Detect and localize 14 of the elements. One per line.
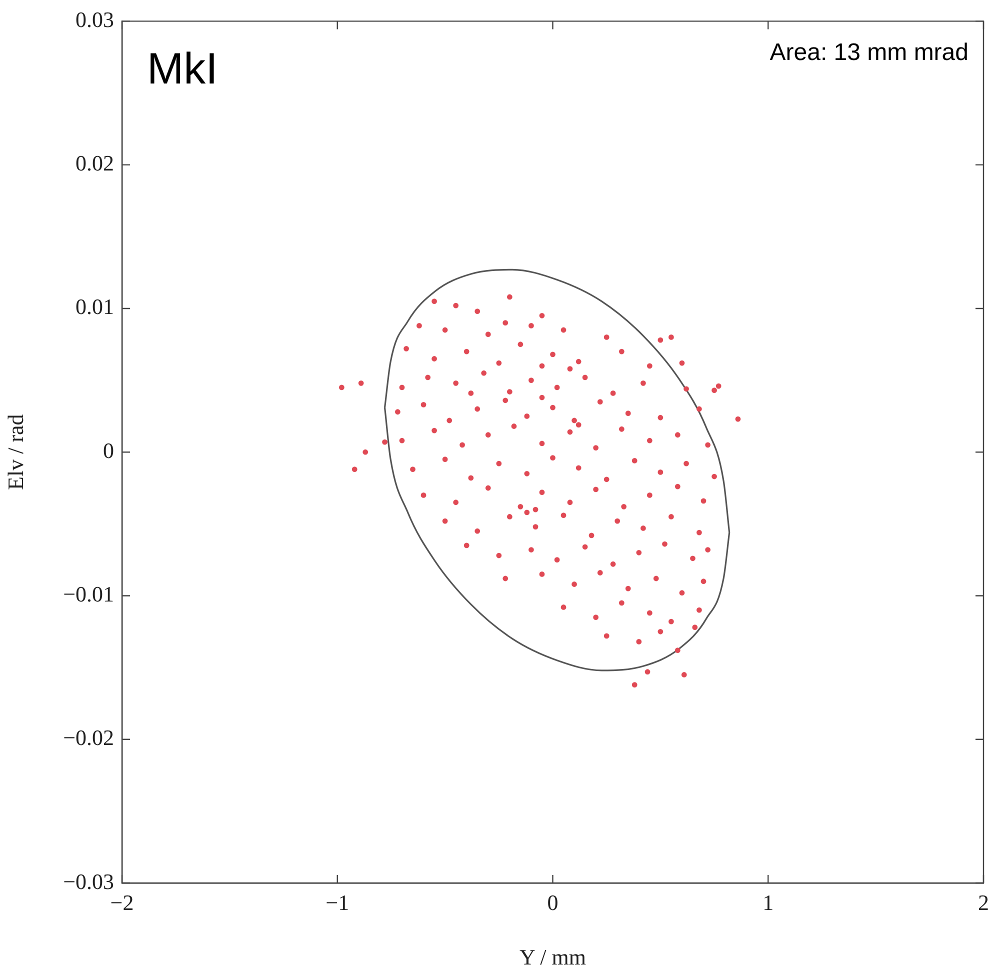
y-tick-label: 0.03 [76, 6, 114, 32]
annotation: Area: 13 mm mrad [770, 38, 968, 66]
x-tick-label: 1 [762, 890, 774, 915]
x-tick-label: 0 [547, 890, 558, 915]
annotation: MkI [147, 44, 218, 94]
y-tick-label: 0.01 [76, 294, 114, 320]
y-tick-label: 0 [103, 438, 114, 463]
x-tick-label: 2 [978, 890, 989, 915]
y-tick-label: −0.02 [63, 725, 114, 750]
x-tick-label: −1 [326, 890, 350, 915]
x-axis-title: Y / mm [520, 944, 586, 970]
y-tick-label: 0.02 [76, 150, 114, 176]
y-tick-label: −0.01 [63, 582, 114, 607]
y-axis-title: Elv / rad [2, 414, 28, 490]
